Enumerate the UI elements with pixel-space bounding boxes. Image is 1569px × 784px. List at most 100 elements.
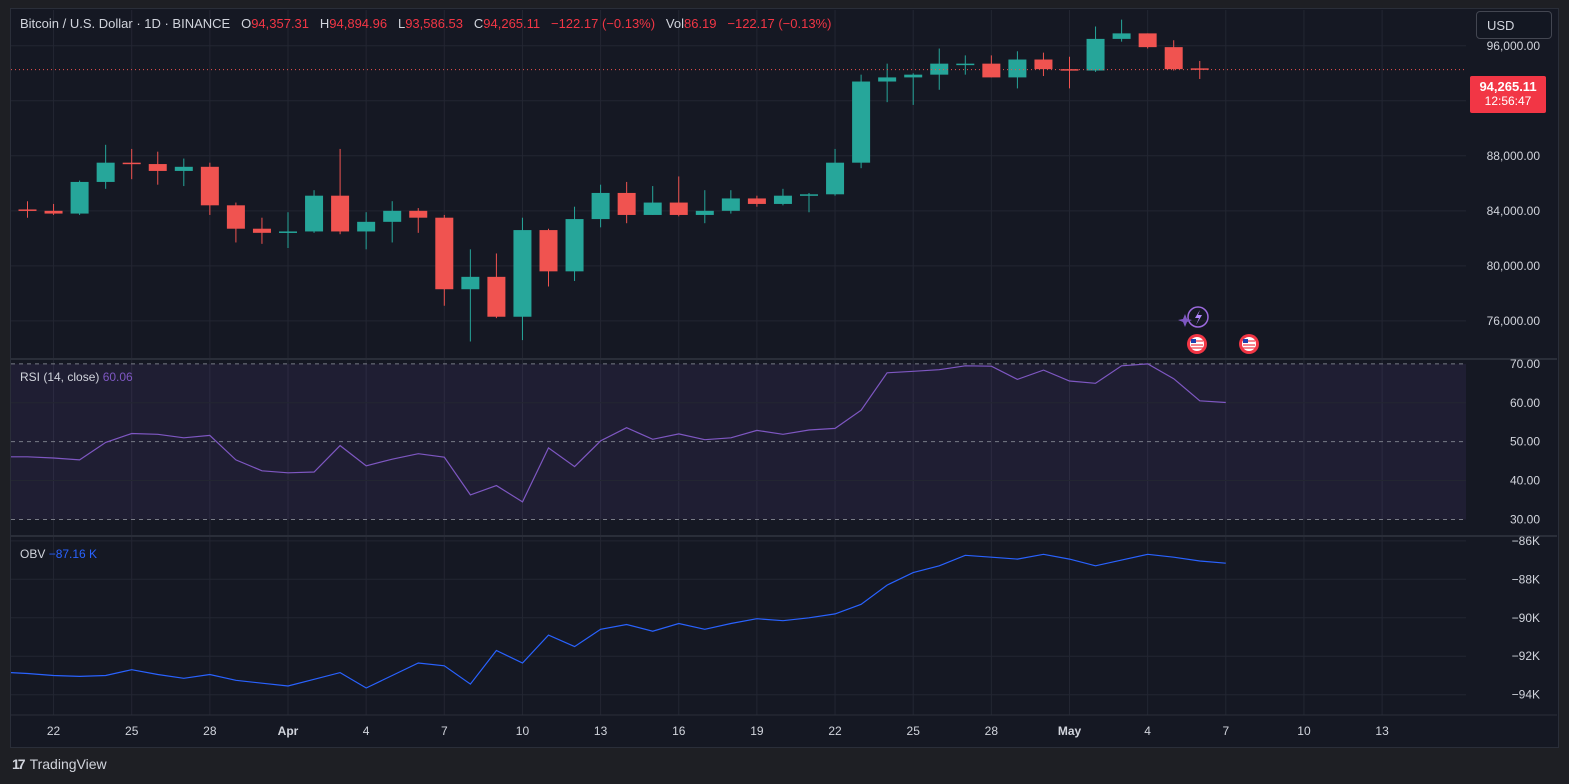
candle-body — [96, 162, 115, 182]
candle-body — [643, 202, 662, 215]
obv-line — [10, 553, 1226, 689]
brand-name: TradingView — [29, 756, 107, 772]
x-tick-label: Apr — [278, 724, 299, 738]
candle-body — [200, 166, 219, 206]
candle-body — [513, 230, 532, 317]
candle-body — [174, 166, 193, 171]
chart-frame — [10, 8, 1559, 748]
x-tick-label: 16 — [672, 724, 686, 738]
candle-body — [721, 198, 740, 211]
obv-axis-label: −92K — [1512, 649, 1540, 663]
candle-body — [305, 195, 324, 232]
low-label: L — [397, 16, 406, 31]
candle-body — [252, 228, 271, 233]
us-flag-icon — [1239, 334, 1259, 354]
event-markers — [1178, 306, 1259, 354]
candle-body — [44, 210, 63, 214]
candle-body — [904, 74, 923, 78]
sparkle-icon — [1178, 314, 1192, 327]
candle-body — [331, 195, 350, 232]
symbol-title[interactable]: Bitcoin / U.S. Dollar · 1D · BINANCE — [20, 16, 231, 31]
price-axis-label: 76,000.00 — [1487, 314, 1541, 328]
rsi-label: RSI (14, close) — [20, 370, 100, 384]
candle-body — [435, 217, 454, 290]
x-tick-label: 25 — [907, 724, 921, 738]
candle-body — [1034, 59, 1053, 70]
last-price-tag: 94,265.11 12:56:47 — [1470, 76, 1546, 113]
candle-body — [878, 77, 897, 82]
price-candles — [11, 19, 1466, 342]
low-value: 93,586.53 — [405, 16, 464, 31]
candle-body — [279, 231, 297, 233]
rsi-axis-label: 30.00 — [1510, 512, 1540, 526]
lightning-event-icon-bolt — [1195, 310, 1202, 325]
candle-body — [669, 202, 688, 215]
x-tick-label: 10 — [1297, 724, 1311, 738]
rsi-axis-label: 60.00 — [1510, 396, 1540, 410]
obv-axis-label: −90K — [1512, 611, 1540, 625]
candle-body — [1086, 38, 1105, 71]
x-tick-label: 25 — [125, 724, 139, 738]
rsi-line — [11, 363, 1226, 503]
candle-body — [1008, 59, 1027, 78]
close-label: C — [473, 16, 484, 31]
candle-body — [148, 164, 167, 171]
us-flag-icon — [1187, 334, 1207, 354]
candle-body — [747, 198, 766, 204]
x-tick-label: 22 — [47, 724, 61, 738]
x-tick-label: 4 — [1144, 724, 1151, 738]
volume-value: 86.19 — [683, 16, 717, 31]
candle-body — [539, 230, 558, 272]
obv-legend[interactable]: OBV −87.16 K — [20, 547, 97, 561]
candle-body — [852, 81, 871, 163]
obv-value: −87.16 K — [48, 547, 98, 561]
candle-body — [409, 210, 428, 218]
candle-body — [591, 192, 610, 220]
obv-pane — [10, 540, 1466, 696]
candle-body — [70, 181, 89, 214]
price-axis-label: 96,000.00 — [1487, 39, 1541, 53]
rsi-pane — [11, 363, 1466, 520]
candle-body — [565, 219, 584, 272]
currency-button[interactable]: USD — [1476, 11, 1552, 39]
x-tick-label: 19 — [750, 724, 764, 738]
candle-body — [617, 192, 636, 215]
candle-body — [800, 194, 818, 196]
pane-backgrounds — [11, 358, 1557, 716]
x-tick-label: 28 — [985, 724, 999, 738]
volume-label: Vol — [665, 16, 684, 31]
rsi-legend[interactable]: RSI (14, close) 60.06 — [20, 370, 133, 384]
last-price: 94,265.11 — [1479, 79, 1537, 94]
candle-body — [1164, 47, 1183, 70]
volume-change: −122.17 (−0.13%) — [727, 16, 832, 31]
price-axis-label: 84,000.00 — [1487, 204, 1541, 218]
high-value: 94,894.96 — [329, 16, 388, 31]
high-label: H — [319, 16, 330, 31]
x-tick-label: 10 — [516, 724, 530, 738]
candle-body — [1112, 33, 1131, 39]
candle-body — [1060, 69, 1079, 71]
rsi-value: 60.06 — [102, 370, 133, 384]
candle-body — [18, 209, 37, 211]
x-tick-label: 13 — [594, 724, 608, 738]
candle-body — [357, 221, 376, 232]
obv-label: OBV — [20, 547, 46, 561]
candle-body — [826, 162, 845, 195]
tradingview-logo[interactable]: 17 TradingView — [12, 756, 107, 772]
us-flag-icon-canton — [1191, 339, 1196, 343]
ohlc-legend: Bitcoin / U.S. Dollar · 1D · BINANCE O94… — [20, 16, 831, 31]
candle-body — [773, 195, 792, 204]
tradingview-logo-icon: 17 — [12, 756, 26, 772]
x-tick-label: 28 — [203, 724, 217, 738]
candle-body — [487, 276, 506, 317]
candle-body — [956, 63, 975, 66]
rsi-axis-label: 40.00 — [1510, 474, 1540, 488]
candle-body — [695, 210, 714, 215]
candle-body — [461, 276, 480, 290]
bar-countdown: 12:56:47 — [1484, 94, 1532, 108]
candle-body — [1190, 68, 1209, 70]
candle-body — [122, 162, 141, 165]
candle-body — [1138, 33, 1157, 48]
obv-axis-label: −86K — [1512, 534, 1540, 548]
